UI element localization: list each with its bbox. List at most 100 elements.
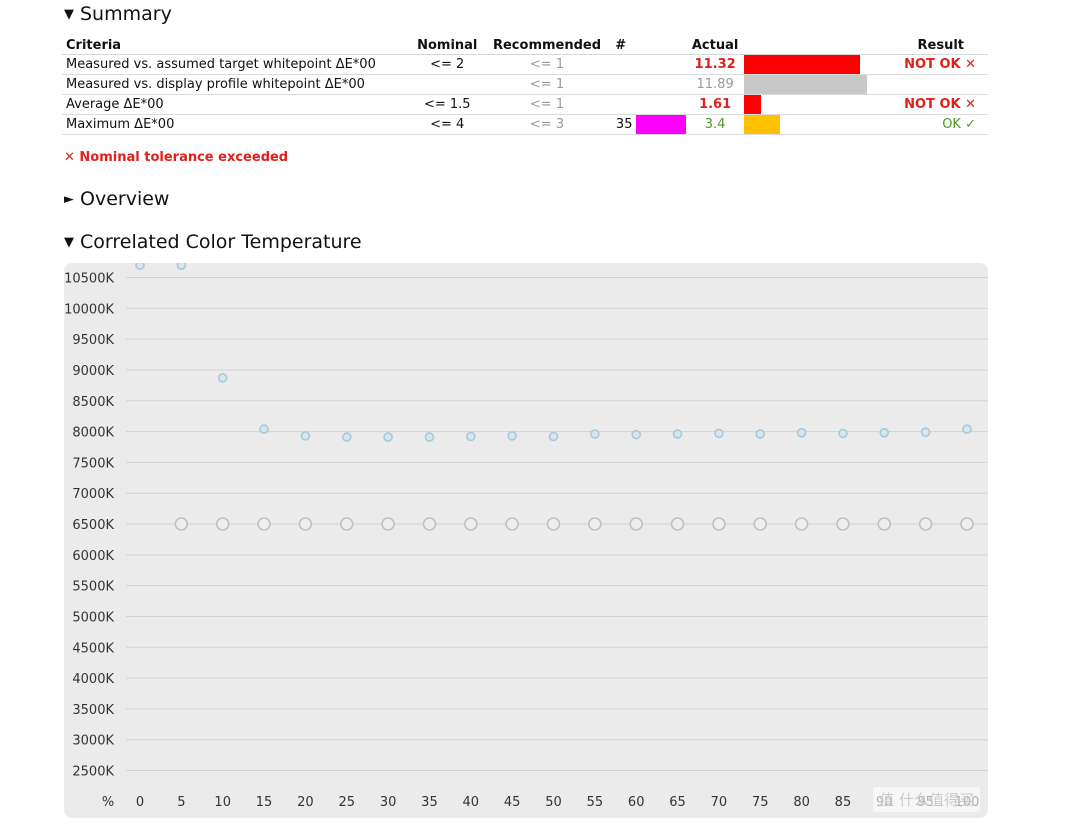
reference-point: [174, 517, 189, 531]
x-tick-label: 25: [338, 795, 355, 810]
measured-point: [838, 428, 848, 439]
result-cell: NOT OK ✕: [880, 94, 988, 115]
header-actual: Actual: [686, 36, 744, 55]
cct-section-toggle[interactable]: ▼ Correlated Color Temperature: [64, 231, 362, 253]
x-tick-label: 85: [835, 795, 852, 810]
result-cell: OK ✓: [880, 114, 988, 135]
swatch-cell: [636, 54, 687, 75]
delta-bar: [743, 95, 761, 114]
y-tick-label: 5500K: [72, 580, 114, 595]
nominal-cell: <= 1.5: [405, 94, 489, 115]
overview-section-toggle[interactable]: ► Overview: [64, 188, 169, 210]
swatch-cell: [636, 114, 687, 135]
table-row: Measured vs. assumed target whitepoint Δ…: [62, 54, 988, 75]
x-tick-label: 0: [136, 795, 144, 810]
x-tick-label: 5: [177, 795, 185, 810]
measured-point: [548, 431, 559, 442]
bar-cell: [743, 94, 881, 115]
measured-point: [962, 424, 972, 434]
measured-point: [424, 432, 435, 442]
measured-point: [879, 427, 890, 438]
reference-point: [588, 517, 602, 531]
y-tick-label: 4500K: [72, 641, 114, 656]
reference-point: [918, 517, 933, 531]
reference-point: [794, 517, 809, 531]
measured-point: [217, 373, 228, 383]
measured-point: [300, 431, 311, 441]
measured-point: [796, 427, 807, 438]
summary-header-row: Criteria Nominal Recommended # Actual Re…: [62, 36, 988, 55]
y-tick-label: 7000K: [72, 487, 114, 502]
recommended-cell: <= 1: [488, 54, 606, 75]
actual-cell: 1.61: [686, 94, 744, 115]
y-tick-label: 6500K: [72, 518, 114, 533]
measured-point: [507, 431, 517, 441]
y-tick-label: 2500K: [72, 765, 114, 780]
nominal-cell: [405, 74, 489, 95]
table-row: Average ΔE*00 <= 1.5 <= 1 1.61 NOT OK ✕: [62, 94, 988, 115]
reference-point: [546, 517, 561, 531]
reference-point: [257, 517, 271, 531]
reference-point: [877, 517, 892, 531]
reference-point: [836, 517, 850, 531]
recommended-cell: <= 1: [488, 74, 606, 95]
y-tick-label: 9500K: [72, 333, 114, 348]
y-tick-label: 10500K: [64, 272, 114, 287]
measured-point: [259, 424, 269, 434]
reference-point: [670, 517, 685, 531]
triangle-down-icon: ▼: [64, 6, 74, 22]
y-tick-label: 6000K: [72, 549, 114, 564]
y-tick-label: 8000K: [72, 426, 114, 441]
nominal-cell: <= 2: [405, 54, 489, 75]
y-tick-label: 9000K: [72, 364, 114, 379]
delta-bar: [743, 75, 867, 94]
x-tick-label: 50: [545, 795, 562, 810]
header-swatch: [636, 36, 687, 55]
reference-point: [505, 517, 519, 531]
measured-point: [714, 428, 724, 439]
x-tick-label: 55: [587, 795, 604, 810]
criteria-cell: Maximum ΔE*00: [62, 114, 406, 135]
recommended-cell: <= 3: [488, 114, 606, 135]
result-cell: [880, 74, 988, 95]
summary-title: Summary: [80, 3, 172, 25]
reference-point: [712, 517, 726, 531]
criteria-cell: Measured vs. assumed target whitepoint Δ…: [62, 54, 406, 75]
reference-point: [381, 517, 395, 531]
reference-point: [960, 517, 974, 531]
recommended-cell: <= 1: [488, 94, 606, 115]
x-tick-label: 60: [628, 795, 645, 810]
actual-cell: 11.32: [686, 54, 744, 75]
x-tick-label: 65: [669, 795, 686, 810]
measured-point: [672, 429, 683, 439]
number-cell: [605, 74, 637, 95]
measured-point: [135, 263, 145, 270]
y-tick-label: 10000K: [64, 302, 114, 317]
delta-bar: [743, 115, 780, 134]
measured-point: [755, 429, 766, 439]
overview-title: Overview: [80, 188, 170, 210]
triangle-right-icon: ►: [64, 191, 74, 207]
bar-cell: [743, 74, 881, 95]
x-tick-label: 80: [793, 795, 810, 810]
cct-title: Correlated Color Temperature: [80, 231, 362, 253]
x-tick-label: 40: [463, 795, 480, 810]
x-tick-label: 70: [711, 795, 728, 810]
reference-point: [422, 517, 437, 531]
measured-point: [590, 429, 600, 439]
x-tick-label: 15: [256, 795, 273, 810]
x-axis-label: %: [102, 795, 114, 810]
cct-chart: 2500K 3000K 3500K 4000K 4500K 5000K 5500K 6000K…: [64, 263, 988, 818]
summary-table: Criteria Nominal Recommended # Actual Re…: [62, 36, 988, 135]
delta-bar: [743, 55, 860, 74]
x-tick-label: 10: [214, 795, 231, 810]
header-result: Result: [880, 36, 988, 55]
header-number: #: [605, 36, 637, 55]
measured-point: [631, 429, 642, 440]
criteria-cell: Measured vs. display profile whitepoint …: [62, 74, 406, 95]
measured-point: [176, 263, 187, 270]
header-criteria: Criteria: [62, 36, 406, 55]
watermark: 值 什么值得买: [873, 787, 980, 812]
summary-section-toggle[interactable]: ▼ Summary: [64, 3, 172, 25]
reference-point: [215, 517, 230, 531]
